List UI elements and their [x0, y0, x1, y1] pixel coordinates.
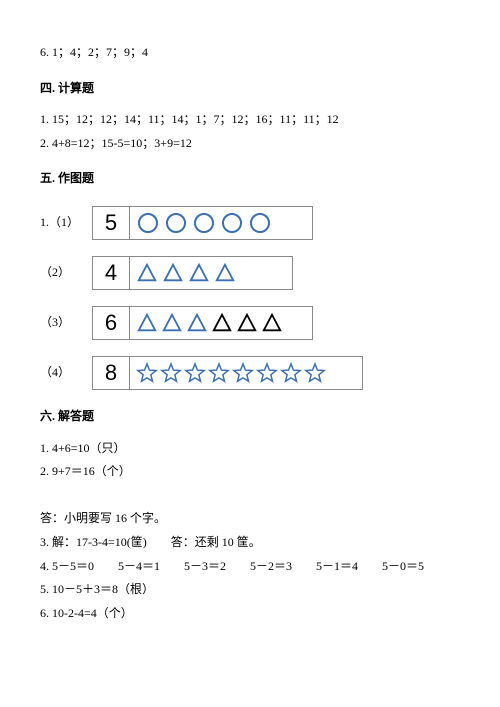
figure-box: 4	[92, 256, 293, 290]
figure-label: （4）	[40, 362, 92, 384]
figure-shapes	[130, 257, 292, 289]
figure-box: 8	[92, 356, 363, 390]
sec6-lines: 1. 4+6=10（只）2. 9+7＝16（个） 答：小明要写 16 个字。3.…	[40, 438, 460, 625]
star-icon	[280, 362, 302, 384]
figure-row: （4）8	[40, 356, 460, 390]
figure-row: （3）6	[40, 306, 460, 340]
figure-row: 1.（1）5	[40, 206, 460, 240]
page: 6. 1；4；2；7；9；4 四. 计算题 1. 15；12；12；14；11；…	[0, 0, 500, 624]
figures-container: 1.（1）5 （2）4 （3）6 （4）8	[40, 206, 460, 390]
figure-label: （2）	[40, 262, 92, 284]
figure-number: 4	[93, 257, 130, 289]
figure-label: 1.（1）	[40, 212, 92, 234]
star-icon	[136, 362, 158, 384]
triangle_mixed-icon	[186, 312, 208, 334]
answer-line: 2. 9+7＝16（个）	[40, 461, 460, 483]
circle-icon	[220, 211, 244, 235]
triangle_mixed-icon	[136, 312, 158, 334]
figure-shapes	[130, 357, 362, 389]
star-icon	[184, 362, 206, 384]
star-icon	[208, 362, 230, 384]
triangle-icon	[162, 262, 184, 284]
circle-icon	[192, 211, 216, 235]
circle-icon	[136, 211, 160, 235]
figure-shapes	[130, 207, 312, 239]
triangle_mixed-icon	[261, 312, 283, 334]
figure-number: 8	[93, 357, 130, 389]
answer-line	[40, 485, 460, 507]
star-icon	[256, 362, 278, 384]
star-icon	[160, 362, 182, 384]
figure-number: 5	[93, 207, 130, 239]
figure-box: 6	[92, 306, 313, 340]
sec4-line2: 2. 4+8=12；15-5=10；3+9=12	[40, 133, 460, 155]
top-answer-line: 6. 1；4；2；7；9；4	[40, 42, 460, 64]
section-6-title: 六. 解答题	[40, 406, 460, 428]
section-5-title: 五. 作图题	[40, 168, 460, 190]
answer-line: 答：小明要写 16 个字。	[40, 508, 460, 530]
figure-box: 5	[92, 206, 313, 240]
answer-line: 5. 10－5＋3＝8（根）	[40, 579, 460, 601]
triangle-icon	[188, 262, 210, 284]
triangle_mixed-icon	[211, 312, 233, 334]
circle-icon	[164, 211, 188, 235]
figure-label: （3）	[40, 312, 92, 334]
star-icon	[232, 362, 254, 384]
answer-line: 3. 解：17-3-4=10(筐) 答：还剩 10 筐。	[40, 532, 460, 554]
triangle-icon	[214, 262, 236, 284]
answer-line: 1. 4+6=10（只）	[40, 438, 460, 460]
star-icon	[304, 362, 326, 384]
triangle-icon	[136, 262, 158, 284]
figure-shapes	[130, 307, 312, 339]
answer-line: 6. 10-2-4=4（个）	[40, 603, 460, 625]
circle-icon	[248, 211, 272, 235]
triangle_mixed-icon	[161, 312, 183, 334]
answer-line: 4. 5－5＝0 5－4＝1 5－3＝2 5－2＝3 5－1＝4 5－0＝5	[40, 556, 460, 578]
section-4-title: 四. 计算题	[40, 78, 460, 100]
triangle_mixed-icon	[236, 312, 258, 334]
sec4-line1: 1. 15；12；12；14；11；14；1；7；12；16；11；11；12	[40, 109, 460, 131]
figure-row: （2）4	[40, 256, 460, 290]
figure-number: 6	[93, 307, 130, 339]
